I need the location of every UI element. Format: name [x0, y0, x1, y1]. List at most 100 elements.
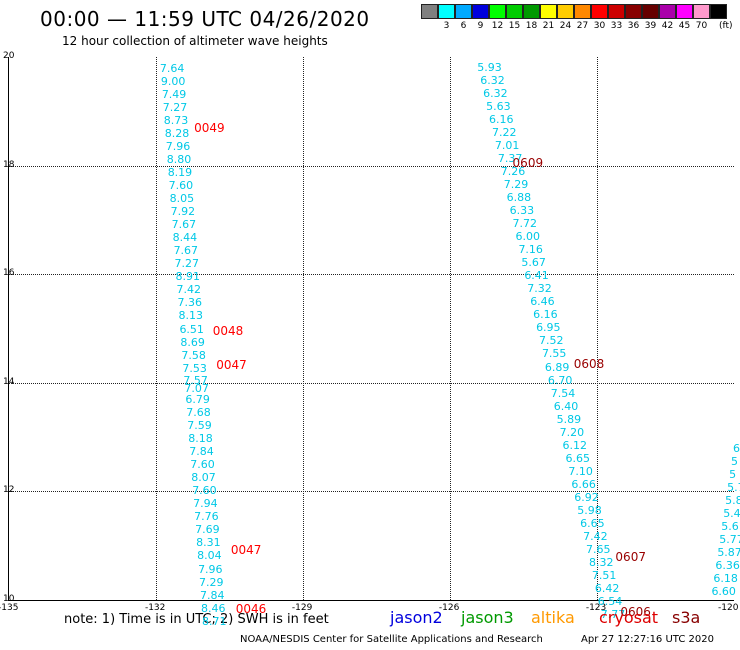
wave-height-value: 8.46: [201, 601, 226, 615]
wave-height-value: 8.18: [188, 432, 213, 446]
color-scale-swatch: [574, 4, 591, 19]
wave-height-value: 7.69: [195, 523, 220, 537]
color-scale-swatch: [591, 4, 608, 19]
map-plot-area: [8, 57, 734, 601]
color-scale-label: 12: [491, 21, 504, 31]
wave-height-value: 7.67: [171, 218, 197, 232]
wave-height-value: 5.61: [721, 520, 740, 534]
wave-height-value: 7.36: [177, 296, 202, 310]
pass-time-label: 0608: [573, 357, 605, 372]
wave-height-value: 7.01: [494, 138, 520, 152]
color-scale-label: 27: [576, 21, 589, 31]
pass-time-label: 0607: [615, 549, 646, 564]
color-scale-swatch: [659, 4, 676, 19]
color-scale-swatch: [438, 4, 455, 19]
color-scale-swatch: [693, 4, 710, 19]
pass-time-label: 0049: [194, 120, 225, 135]
color-scale-swatch: [523, 4, 540, 19]
wave-height-value: 7.57: [183, 373, 208, 387]
wave-height-value: 7.58: [181, 348, 206, 362]
wave-height-value: 6.95: [536, 321, 561, 335]
wave-height-value: 6.32: [483, 86, 508, 100]
lat-gridline: [9, 491, 734, 493]
wave-height-value: 7.96: [198, 562, 223, 576]
satellite-legend-s3a: s3a: [672, 608, 701, 627]
lat-tick-label: 10: [3, 594, 15, 604]
color-scale-swatch: [472, 4, 489, 19]
color-scale: 3 6 9 12 15 18 21 24 27 30 33 36 39 42 45 70 (ft): [421, 4, 733, 31]
wave-height-value: 7.72: [512, 217, 538, 231]
color-scale-swatch: [676, 4, 693, 19]
wave-height-value: 7.10: [568, 464, 593, 478]
color-scale-swatch: [540, 4, 557, 19]
wave-height-value: 7.68: [186, 406, 211, 420]
lon-tick-label: -135: [0, 603, 19, 613]
wave-height-value: 6.36: [715, 559, 740, 573]
wave-height-value: 6.41: [524, 269, 549, 283]
color-scale-label: 9: [477, 21, 484, 31]
color-scale-label: 42: [661, 21, 674, 31]
wave-height-value: 7.16: [518, 243, 543, 257]
wave-height-value: 7.60: [192, 484, 217, 498]
wave-height-value: 6.12: [562, 438, 588, 452]
pass-time-label: 0046: [235, 601, 267, 616]
wave-height-value: 5.77: [719, 533, 740, 547]
footer-timestamp: Apr 27 12:27:16 UTC 2020: [581, 634, 714, 645]
wave-height-value: 5.89: [556, 412, 582, 426]
wave-height-value: 7.92: [170, 205, 196, 219]
wave-height-value: 5.7: [727, 481, 740, 495]
lon-tick-label: -126: [438, 603, 460, 613]
lat-tick-label: 20: [3, 51, 15, 61]
color-scale-swatch: [710, 4, 727, 19]
lon-gridline: [302, 57, 304, 600]
wave-height-value: 7.42: [583, 529, 608, 543]
wave-height-value: 7.64: [159, 61, 185, 75]
lon-gridline: [449, 57, 451, 600]
wave-height-value: 7.54: [550, 386, 576, 400]
wave-height-value: 7.20: [559, 425, 585, 439]
wave-height-value: 6.65: [565, 451, 590, 465]
color-scale-label: 45: [678, 21, 691, 31]
lat-gridline: [9, 165, 734, 167]
wave-height-value: 6.00: [515, 230, 541, 244]
wave-height-value: 7.96: [165, 140, 191, 154]
wave-height-value: 7.76: [194, 510, 219, 524]
wave-height-value: 7.07: [184, 382, 209, 396]
satellite-legend-jason3: jason3: [461, 608, 514, 627]
wave-height-value: 7.59: [187, 419, 212, 433]
color-scale-swatch: [608, 4, 625, 19]
map-subtitle: 12 hour collection of altimeter wave hei…: [62, 34, 328, 48]
wave-height-value: 7.27: [174, 257, 200, 271]
wave-height-value: 7.51: [591, 569, 617, 583]
wave-height-value: 6.18: [713, 572, 738, 586]
wave-height-value: 7.52: [539, 334, 564, 348]
wave-height-value: 6.51: [179, 322, 204, 336]
wave-height-value: 7.32: [527, 282, 552, 296]
wave-height-value: 8.71: [201, 614, 227, 628]
color-scale-swatch: [506, 4, 523, 19]
color-scale-swatch: [625, 4, 642, 19]
wave-height-value: 6.88: [506, 191, 532, 205]
pass-time-label: 0048: [212, 323, 244, 338]
wave-height-value: 7.60: [190, 458, 215, 472]
lon-tick-label: -123: [585, 603, 607, 613]
map-title: 00:00 — 11:59 UTC 04/26/2020: [40, 7, 370, 31]
color-scale-label: 21: [542, 21, 555, 31]
wave-height-value: 6.16: [533, 308, 558, 322]
wave-height-value: 8.04: [197, 549, 222, 563]
wave-height-value: 8.28: [164, 127, 190, 141]
color-scale-label: 24: [559, 21, 572, 31]
wave-height-value: 8.05: [169, 192, 195, 206]
satellite-legend-altika: altika: [531, 608, 575, 627]
wave-height-value: 7.26: [500, 165, 526, 179]
wave-height-value: 7.22: [491, 125, 517, 139]
color-scale-swatch: [455, 4, 472, 19]
wave-height-value: 8.13: [178, 309, 203, 323]
wave-height-value: 5.4: [723, 507, 740, 521]
color-scale-label: 30: [593, 21, 606, 31]
wave-height-value: 7.49: [161, 87, 187, 101]
satellite-legend-jason2: jason2: [390, 608, 443, 627]
wave-height-value: 7.65: [586, 542, 611, 556]
lon-tick-label: -132: [144, 603, 166, 613]
color-scale-swatch: [489, 4, 506, 19]
